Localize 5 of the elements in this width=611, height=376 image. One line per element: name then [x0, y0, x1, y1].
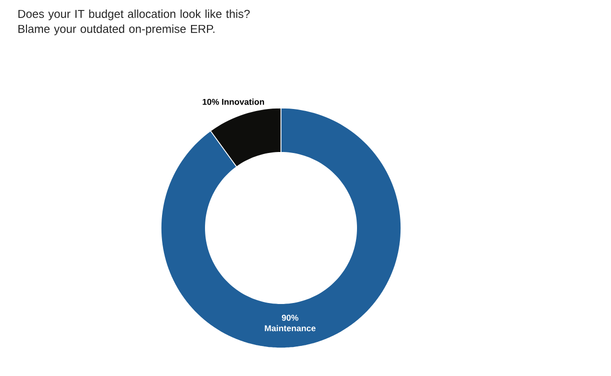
slice-label: Maintenance [264, 325, 316, 332]
data-label: 10% [202, 98, 219, 105]
data-label: 90% [282, 314, 298, 321]
slice-label: Innovation [222, 98, 264, 105]
chart-title: Does your IT budget allocation look like this? Blame your outdated on-premise ERP. [18, 10, 250, 36]
